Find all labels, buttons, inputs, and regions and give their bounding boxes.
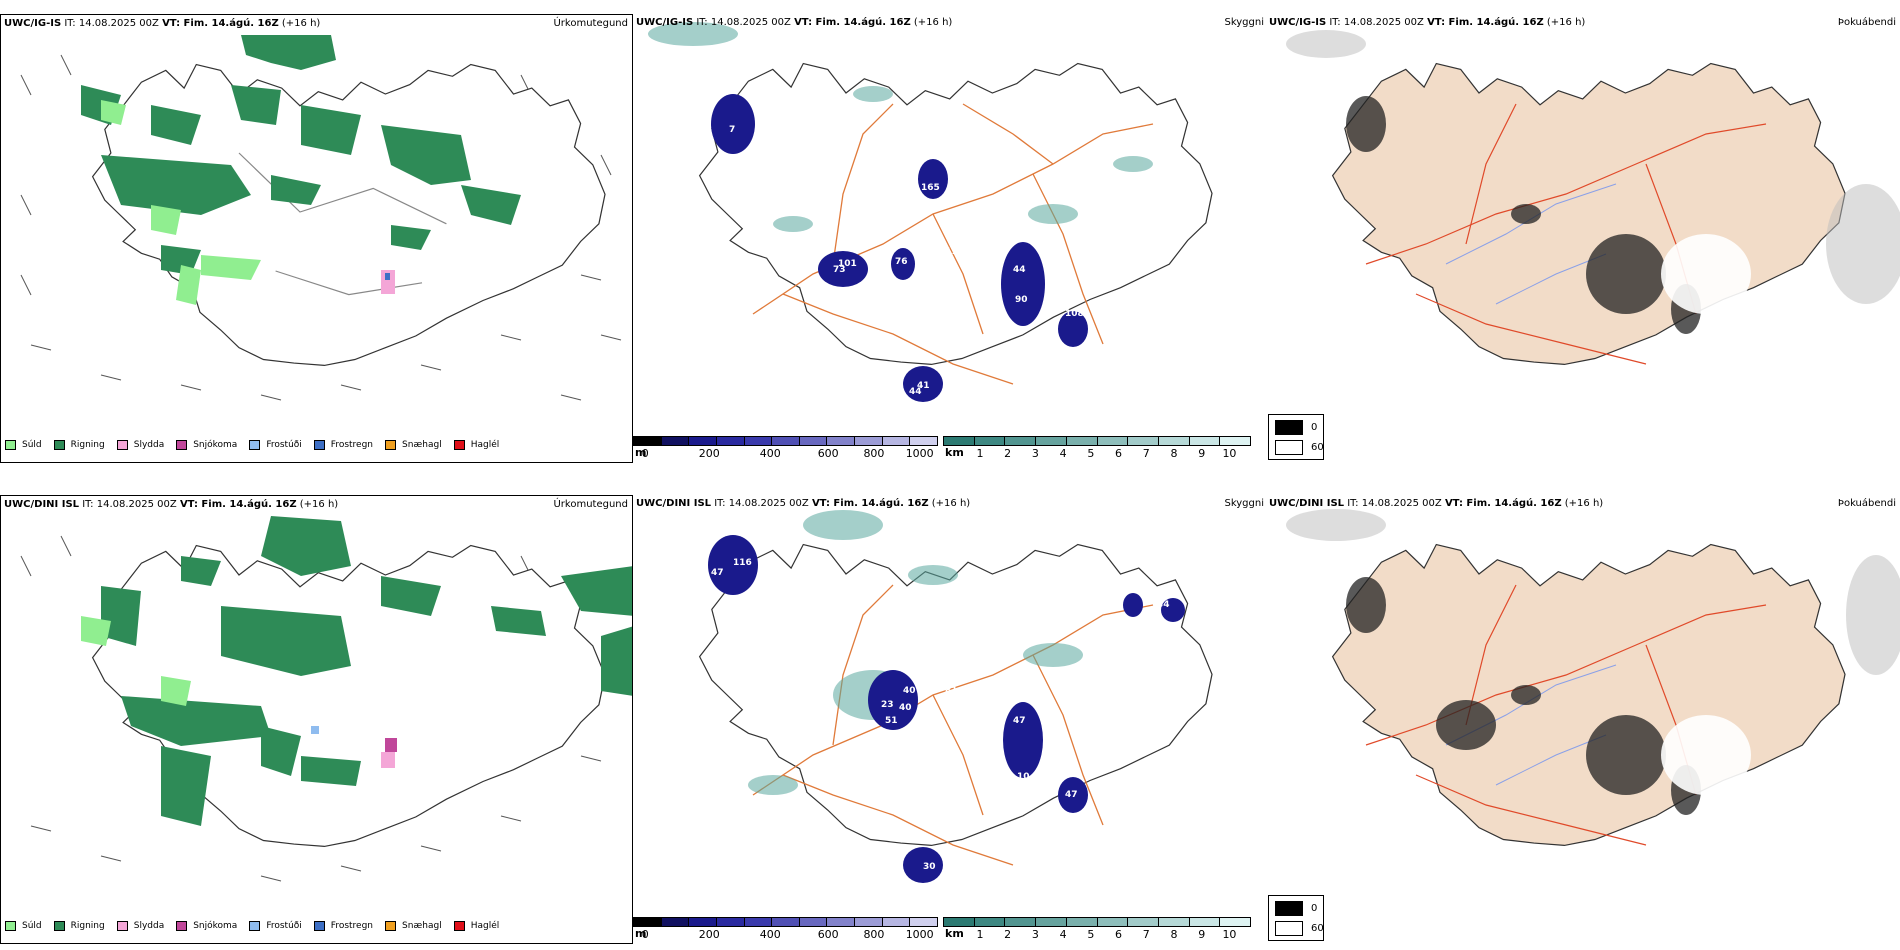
ceiling-areas <box>711 94 1088 402</box>
ceiling-labels: 42 7 73 101 76 165 111 44 90 108 41 44 5… <box>653 47 1084 397</box>
rain-areas <box>81 35 521 275</box>
ceiling-colorbar-bottom: 0 200 400 600 800 1000 <box>633 917 938 941</box>
ceiling-label: 40 <box>899 703 912 713</box>
ceiling-label: 47 <box>1013 716 1026 726</box>
ceiling-label: 40 <box>903 686 916 696</box>
fog-type-label-bottom: Þokuábendi <box>1837 498 1896 509</box>
fog-panel-top: UWC/IG-IS IT: 14.08.2025 00Z VT: Fim. 14… <box>1266 14 1900 463</box>
visibility-unit-bottom: km <box>945 927 964 940</box>
ceiling-label: 111 <box>939 247 958 257</box>
visibility-colorbar-bottom: 1 2 3 4 5 6 7 8 9 10 <box>943 917 1251 941</box>
legend-item: Rigning <box>53 440 105 450</box>
precip-type-label-top: Úrkomutegund <box>553 18 628 29</box>
fog-title-top: UWC/IG-IS IT: 14.08.2025 00Z VT: Fim. 14… <box>1269 17 1586 28</box>
legend-item: Snjókoma <box>176 921 237 931</box>
legend-item: Haglél <box>453 921 499 931</box>
ceiling-label: 101 <box>838 259 857 269</box>
legend-item: Slydda <box>116 921 164 931</box>
ceiling-label: 47 <box>1065 790 1078 800</box>
sleet-areas <box>381 270 395 294</box>
legend-item: Frostregn <box>313 440 373 450</box>
precip-title-bottom: UWC/DINI ISL IT: 14.08.2025 00Z VT: Fim.… <box>4 499 339 510</box>
ceiling-label: 41 <box>917 381 930 391</box>
cloud-panel-top: 42 7 73 101 76 165 111 44 90 108 41 44 5… <box>633 14 1266 463</box>
fog-type-label-top: Þokuábendi <box>1837 17 1896 28</box>
legend-item: Frostregn <box>313 921 373 931</box>
visibility-areas <box>648 22 1153 232</box>
ceiling-label: 60 <box>861 720 874 730</box>
ceiling-label: 116 <box>733 558 752 568</box>
legend-item: Frostúði <box>249 921 302 931</box>
ceiling-unit-bottom: m <box>635 927 647 940</box>
cloud-panel-bottom: 47 116 40 23 40 51 60 81 47 10 47 30 34 … <box>633 495 1266 944</box>
ceiling-label: 90 <box>1015 295 1028 305</box>
legend-item: Haglél <box>453 440 499 450</box>
precip-map-bottom <box>20 516 632 882</box>
cloud-map-top: 42 7 73 101 76 165 111 44 90 108 41 44 5… <box>648 22 1213 402</box>
ceiling-label: 51 <box>885 716 898 726</box>
ceiling-label: 7 <box>729 125 735 135</box>
legend-item: Súld <box>5 921 42 931</box>
ceiling-label: 42 <box>653 47 666 57</box>
fog-panel-bottom: UWC/DINI ISL IT: 14.08.2025 00Z VT: Fim.… <box>1266 495 1900 944</box>
ceiling-label: 81 <box>945 686 958 696</box>
precip-map-top <box>20 35 622 401</box>
legend-item: Súld <box>5 440 42 450</box>
ceiling-label: 30 <box>923 862 936 872</box>
ceiling-label: 44 <box>1013 265 1026 275</box>
precip-panel-top: UWC/IG-IS IT: 14.08.2025 00Z VT: Fim. 14… <box>0 14 633 463</box>
precip-type-label-bottom: Úrkomutegund <box>553 499 628 510</box>
drizzle-areas <box>101 100 261 305</box>
legend-item: Frostúði <box>249 440 302 450</box>
fog-map-top <box>1286 30 1900 366</box>
legend-item: Snæhagl <box>385 440 442 450</box>
legend-item: Rigning <box>53 921 105 931</box>
cloud-title-bottom: UWC/DINI ISL IT: 14.08.2025 00Z VT: Fim.… <box>636 498 971 509</box>
precip-legend-bottom: Súld Rigning Slydda Snjókoma Frostúði Fr… <box>5 921 511 931</box>
ceiling-label: 47 <box>711 568 724 578</box>
ceiling-label: 23 <box>881 700 894 710</box>
fog-legend-bottom: 0 60 <box>1268 895 1324 941</box>
visibility-unit-top: km <box>945 446 964 459</box>
precip-title-top: UWC/IG-IS IT: 14.08.2025 00Z VT: Fim. 14… <box>4 18 321 29</box>
ceiling-label: 34 <box>1157 600 1170 610</box>
legend-item: Snæhagl <box>385 921 442 931</box>
ceiling-label: 10 <box>1017 772 1030 782</box>
ceiling-label: 108 <box>1065 309 1084 319</box>
ceiling-label: 76 <box>895 257 908 267</box>
ceiling-unit-top: m <box>635 446 647 459</box>
ceiling-colorbar-top: 0 200 400 600 800 1000 <box>633 436 938 460</box>
fog-legend-top: 0 60 <box>1268 414 1324 460</box>
precip-legend-top: Súld Rigning Slydda Snjókoma Frostúði Fr… <box>5 440 511 450</box>
ceiling-label: 73 <box>833 265 846 275</box>
cloud-title-top: UWC/IG-IS IT: 14.08.2025 00Z VT: Fim. 14… <box>636 17 953 28</box>
precip-panel-bottom: UWC/DINI ISL IT: 14.08.2025 00Z VT: Fim.… <box>0 495 633 944</box>
cloud-map-bottom: 47 116 40 23 40 51 60 81 47 10 47 30 34 <box>698 510 1213 883</box>
visibility-label-bottom: Skyggni <box>1224 498 1264 509</box>
fog-map-bottom <box>1286 509 1900 847</box>
visibility-colorbar-top: 1 2 3 4 5 6 7 8 9 10 <box>943 436 1251 460</box>
visibility-label-top: Skyggni <box>1224 17 1264 28</box>
ceiling-label: 165 <box>921 183 940 193</box>
legend-item: Slydda <box>116 440 164 450</box>
ceiling-label: 58 <box>693 237 706 247</box>
ceiling-label: 44 <box>909 387 922 397</box>
legend-item: Snjókoma <box>176 440 237 450</box>
fog-title-bottom: UWC/DINI ISL IT: 14.08.2025 00Z VT: Fim.… <box>1269 498 1604 509</box>
